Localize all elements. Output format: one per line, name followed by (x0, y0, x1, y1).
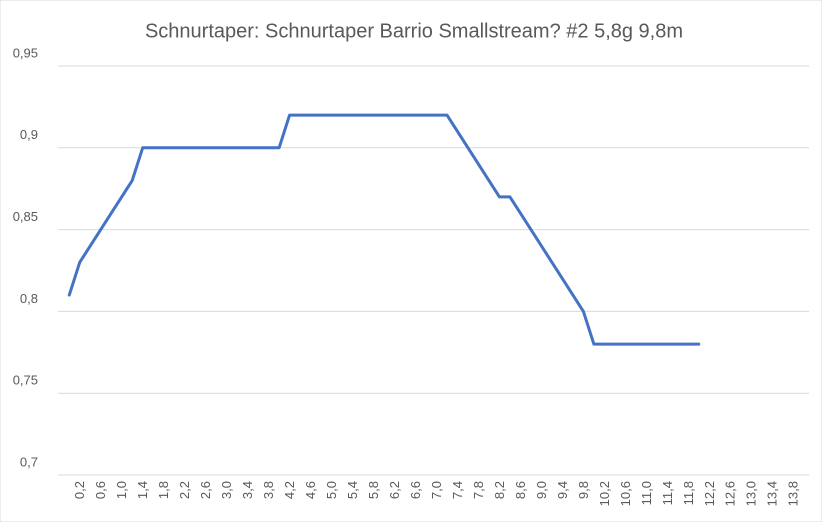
x-tick-label: 13,8 (786, 481, 801, 506)
y-tick-label: 0,95 (13, 45, 38, 60)
x-tick-label: 6,6 (408, 481, 423, 499)
x-tick-label: 7,4 (450, 481, 465, 499)
x-tick-label: 9,8 (576, 481, 591, 499)
x-tick-label: 4,6 (303, 481, 318, 499)
x-tick-label: 13,0 (744, 481, 759, 506)
x-tick-label: 3,4 (240, 481, 255, 499)
x-tick-label: 1,0 (114, 481, 129, 499)
x-tick-label: 11,0 (639, 481, 654, 505)
x-tick-label: 13,4 (765, 481, 780, 506)
x-tick-label: 10,2 (597, 481, 612, 506)
y-tick-label: 0,85 (13, 209, 38, 224)
x-tick-label: 7,8 (471, 481, 486, 499)
x-tick-label: 5,8 (366, 481, 381, 499)
x-tick-label: 12,6 (723, 481, 738, 506)
x-tick-label: 7,0 (429, 481, 444, 499)
x-tick-label: 5,0 (324, 481, 339, 499)
x-tick-label: 3,8 (261, 481, 276, 499)
x-tick-label: 9,0 (534, 481, 549, 499)
x-tick-label: 10,6 (618, 481, 633, 506)
x-tick-label: 6,2 (387, 481, 402, 499)
x-tick-label: 9,4 (555, 481, 570, 499)
x-tick-label: 11,8 (681, 481, 696, 505)
data-line (67, 113, 701, 346)
x-tick-label: 0,2 (72, 481, 87, 499)
y-tick-label: 0,7 (20, 454, 38, 469)
x-tick-label: 2,2 (177, 481, 192, 499)
x-tick-label: 8,2 (492, 481, 507, 499)
x-tick-label: 5,4 (345, 481, 360, 499)
x-tick-label: 12,2 (702, 481, 717, 506)
y-tick-label: 0,9 (20, 127, 38, 142)
x-tick-label: 8,6 (513, 481, 528, 499)
x-tick-label: 11,4 (660, 481, 675, 505)
chart-title: Schnurtaper: Schnurtaper Barrio Smallstr… (145, 20, 683, 42)
x-tick-label: 0,6 (93, 481, 108, 499)
x-tick-label: 3,0 (219, 481, 234, 499)
x-tick-label: 1,8 (156, 481, 171, 499)
y-tick-label: 0,75 (13, 373, 38, 388)
x-tick-label: 4,2 (282, 481, 297, 499)
y-tick-label: 0,8 (20, 291, 38, 306)
x-tick-label: 1,4 (135, 481, 150, 499)
x-tick-label: 2,6 (198, 481, 213, 499)
